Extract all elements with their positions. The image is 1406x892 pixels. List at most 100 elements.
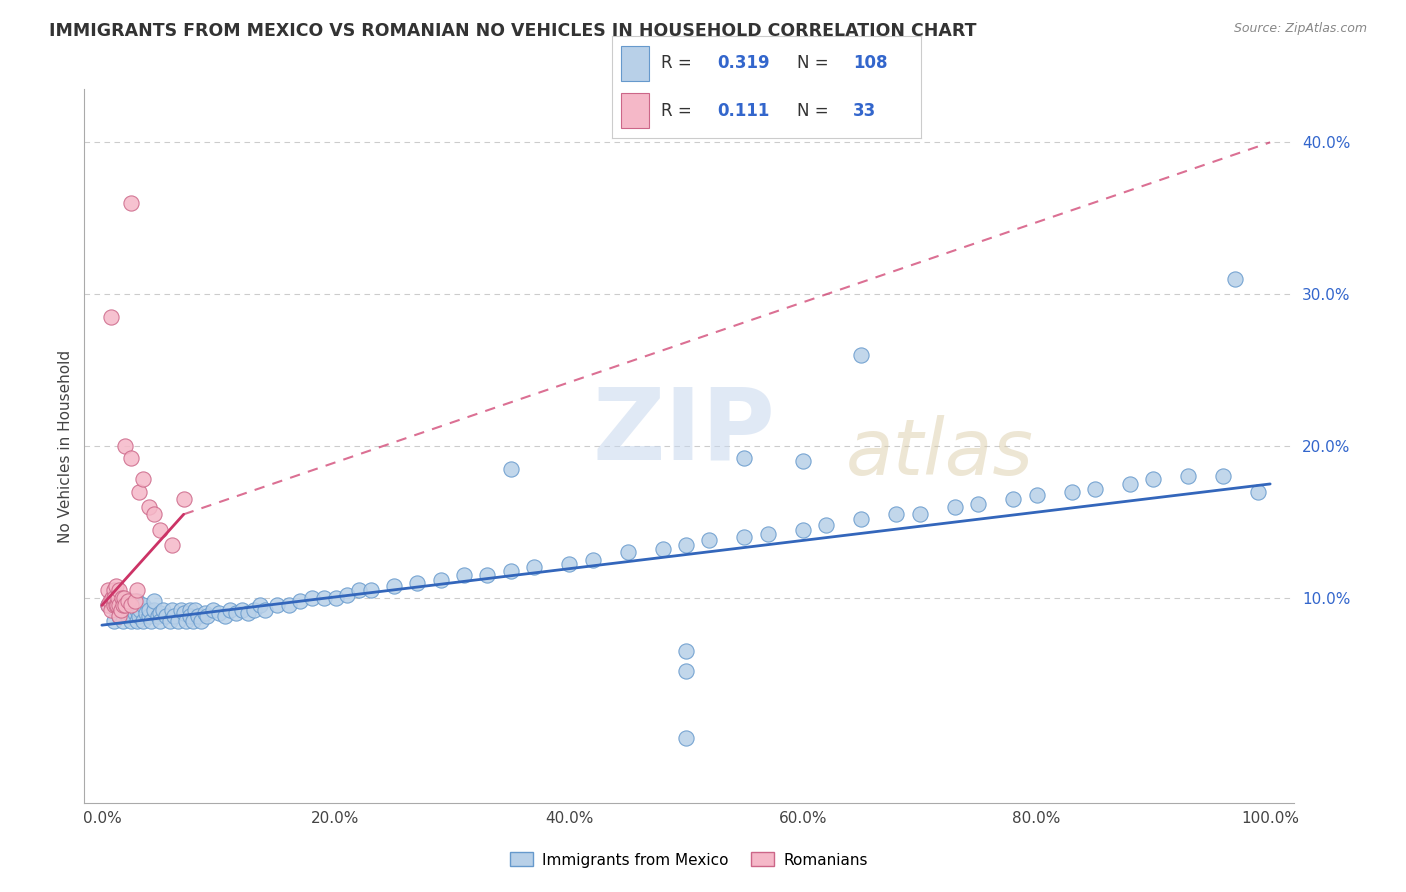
Point <box>111 614 134 628</box>
Point <box>135 606 157 620</box>
Point <box>100 603 122 617</box>
Point <box>325 591 347 605</box>
Point <box>699 533 721 548</box>
Point <box>103 591 125 605</box>
Point <box>97 583 120 598</box>
Point <box>166 614 188 628</box>
Point <box>128 484 150 499</box>
Point <box>149 606 172 620</box>
Point <box>149 523 172 537</box>
Point <box>616 545 638 559</box>
Text: 33: 33 <box>853 102 876 120</box>
Point <box>733 451 755 466</box>
Point <box>110 603 132 617</box>
Text: 108: 108 <box>853 54 887 72</box>
Point <box>254 603 277 617</box>
Point <box>149 614 172 628</box>
Point <box>1025 487 1047 501</box>
Point <box>163 609 186 624</box>
Point <box>111 603 134 617</box>
Point <box>98 594 121 608</box>
Point <box>108 583 131 598</box>
Point <box>108 609 131 624</box>
Point <box>277 599 299 613</box>
Point <box>1060 484 1083 499</box>
Point <box>523 560 546 574</box>
Point <box>143 603 166 617</box>
Point <box>111 591 134 605</box>
Point <box>453 568 475 582</box>
Point <box>124 599 146 613</box>
Point <box>675 538 697 552</box>
Text: N =: N = <box>797 54 834 72</box>
Point <box>100 310 122 324</box>
Point <box>125 603 148 617</box>
Point <box>120 606 142 620</box>
Point <box>132 472 155 486</box>
Point <box>406 575 429 590</box>
Point <box>214 609 236 624</box>
Point <box>477 568 499 582</box>
Point <box>756 527 779 541</box>
Point <box>851 348 873 362</box>
Point <box>194 606 217 620</box>
Point <box>179 609 201 624</box>
Point <box>107 591 129 605</box>
Point <box>114 439 136 453</box>
Point <box>143 594 166 608</box>
Point <box>114 599 136 613</box>
Point <box>138 603 160 617</box>
Point <box>138 500 160 514</box>
Point <box>117 594 139 608</box>
Point <box>851 512 873 526</box>
Point <box>103 591 125 605</box>
Point <box>884 508 907 522</box>
Point <box>675 644 697 658</box>
Point <box>347 583 370 598</box>
Point <box>179 603 201 617</box>
Point <box>128 609 150 624</box>
Point <box>190 614 212 628</box>
Point <box>312 591 335 605</box>
Point <box>108 599 131 613</box>
Point <box>125 583 148 598</box>
Point <box>120 599 142 613</box>
Point <box>675 731 697 745</box>
Bar <box>621 45 648 81</box>
Point <box>815 518 838 533</box>
Point <box>103 599 125 613</box>
Point <box>132 599 155 613</box>
Point <box>159 614 181 628</box>
Point <box>155 609 177 624</box>
Point <box>139 614 162 628</box>
Point <box>120 594 142 608</box>
Point <box>125 614 148 628</box>
Point <box>675 664 697 678</box>
Point <box>174 614 197 628</box>
Point <box>967 497 990 511</box>
Point <box>160 603 183 617</box>
Point <box>1119 477 1142 491</box>
Point <box>173 492 195 507</box>
Text: N =: N = <box>797 102 839 120</box>
Point <box>124 606 146 620</box>
Point <box>908 508 931 522</box>
Point <box>429 573 451 587</box>
Point <box>1247 484 1270 499</box>
Point <box>792 523 814 537</box>
Text: 0.319: 0.319 <box>717 54 769 72</box>
Point <box>117 603 139 617</box>
Point <box>152 603 174 617</box>
Point <box>160 538 183 552</box>
Point <box>290 594 312 608</box>
Point <box>181 614 204 628</box>
Point <box>225 606 247 620</box>
Point <box>138 609 160 624</box>
Point <box>124 594 146 608</box>
Point <box>117 609 139 624</box>
Point <box>104 603 127 617</box>
Point <box>499 462 522 476</box>
Point <box>129 603 152 617</box>
Point <box>101 591 124 605</box>
Point <box>120 614 142 628</box>
